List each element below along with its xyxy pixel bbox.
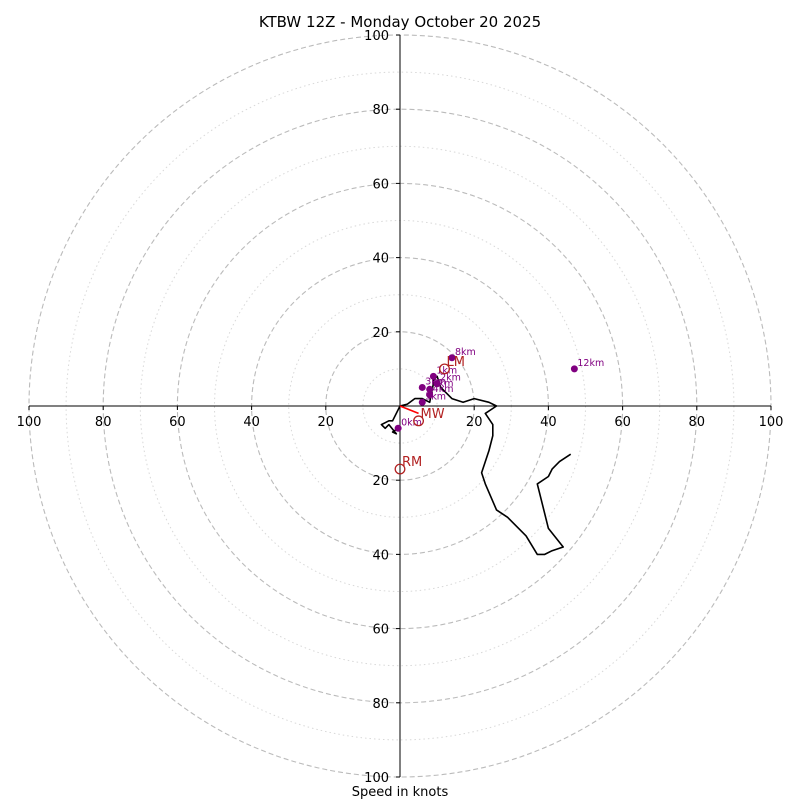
x-tick-label: 100	[759, 415, 784, 430]
height-marker-label: 12km	[577, 358, 604, 369]
x-axis-label: Speed in knots	[352, 785, 449, 800]
storm-motion-label: LM	[447, 355, 465, 370]
x-tick-label: 20	[466, 415, 483, 430]
height-marker-dot	[426, 385, 434, 393]
height-marker-dot	[418, 383, 426, 391]
storm-motion-marker	[413, 415, 425, 427]
height-marker-label: 6km	[433, 378, 454, 389]
height-marker-label: 5km	[425, 391, 446, 402]
height-marker-label: 1km	[436, 365, 457, 376]
y-tick-label: 40	[372, 548, 389, 563]
hodograph-series	[380, 375, 572, 556]
x-tick-label: 80	[689, 415, 706, 430]
shear-vector	[399, 405, 419, 415]
y-tick-label: 100	[364, 29, 389, 44]
y-tick-label: 80	[372, 103, 389, 118]
height-marker-label: 4km	[433, 384, 454, 395]
x-tick-label: 40	[243, 415, 260, 430]
x-tick-label: 60	[169, 415, 186, 430]
y-tick-label: 20	[372, 474, 389, 489]
height-marker-dot	[429, 372, 437, 380]
x-tick-label: 60	[614, 415, 631, 430]
height-marker-label: 3km	[425, 376, 446, 387]
x-tick-label: 40	[540, 415, 557, 430]
storm-motion-marker	[394, 463, 406, 475]
height-marker-dot	[433, 380, 441, 388]
hodograph-line	[380, 375, 572, 556]
height-marker-dot	[394, 424, 402, 432]
x-tick-label: 100	[17, 415, 42, 430]
x-tick-label: 20	[318, 415, 335, 430]
storm-motion-label: MW	[421, 407, 445, 422]
storm-motion-marker	[439, 363, 450, 375]
height-marker-label: 8km	[455, 347, 476, 358]
y-tick-label: 40	[372, 252, 389, 267]
y-tick-label: 60	[372, 177, 389, 192]
tick-labels: 100 80 60 40 20 20 40 60 80 100 100 80 60 40 20 20 40 60 8…	[17, 29, 784, 786]
height-marker-dot	[418, 398, 426, 406]
storm-motion-label: RM	[402, 455, 422, 470]
y-tick-label: 80	[372, 697, 389, 712]
y-tick-label: 20	[372, 326, 389, 341]
y-tick-label: 100	[364, 771, 389, 786]
height-marker-label: 2km	[440, 373, 461, 384]
y-tick-label: 60	[372, 623, 389, 638]
height-marker-dot	[570, 365, 578, 373]
storm-motion-points: LM MW RM	[394, 355, 465, 475]
height-marker-label: 0km	[401, 417, 422, 428]
chart-title: KTBW 12Z - Monday October 20 2025	[259, 13, 541, 31]
height-marker-dot	[448, 354, 456, 362]
height-marker-dot	[426, 391, 434, 399]
x-tick-label: 80	[95, 415, 112, 430]
